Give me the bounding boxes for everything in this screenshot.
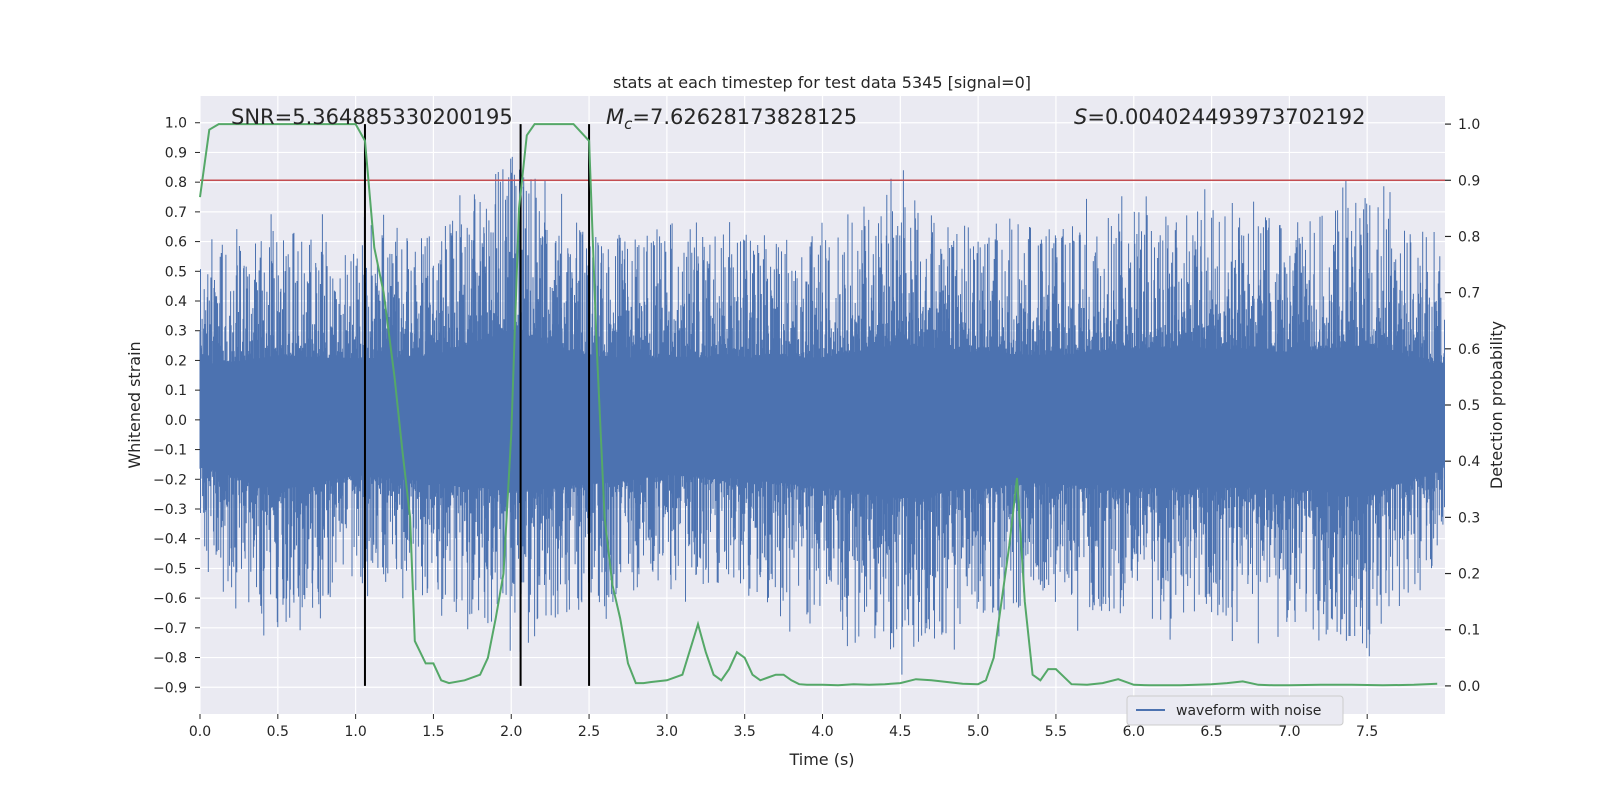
- y-left-tick-label: −0.1: [153, 443, 187, 459]
- s-value: =0.004024493973702192: [1087, 105, 1365, 129]
- mc-subscript: c: [624, 115, 633, 133]
- y-left-tick-label: 0.1: [165, 383, 187, 399]
- x-tick-label: 0.0: [189, 724, 211, 740]
- axes: 0.0 0.5 1.0 1.5 2.0 2.5 3.0 3.5 4.0 4.5 5.0 5.5 6.0 6…: [153, 116, 1480, 740]
- y-left-tick-label: −0.4: [153, 532, 187, 548]
- strain-series: [199, 156, 1445, 675]
- legend-label-waveform: waveform with noise: [1176, 703, 1321, 719]
- y-left-tick-label: −0.7: [153, 621, 187, 637]
- y-left-tick-label: −0.2: [153, 472, 187, 488]
- x-tick-label: 6.0: [1123, 724, 1145, 740]
- s-annotation: S=0.004024493973702192: [1074, 105, 1365, 129]
- chart-title: stats at each timestep for test data 534…: [613, 73, 1031, 92]
- y-left-tick-label: 0.0: [165, 413, 187, 429]
- x-tick-label: 6.5: [1200, 724, 1222, 740]
- x-tick-label: 5.0: [967, 724, 989, 740]
- x-tick-label: 1.5: [422, 724, 444, 740]
- y-left-tick-label: −0.8: [153, 651, 187, 667]
- y-left-tick-label: −0.3: [153, 502, 187, 518]
- x-tick-label: 1.0: [344, 724, 366, 740]
- y-axis-label-right: Detection probability: [1487, 321, 1506, 489]
- strain-trace: [199, 156, 1445, 675]
- detection-probability-line: [199, 123, 1438, 687]
- x-tick-label: 7.0: [1278, 724, 1300, 740]
- s-symbol: S: [1074, 105, 1087, 129]
- y-right-tick-label: 0.2: [1458, 567, 1480, 583]
- x-tick-label: 2.5: [578, 724, 600, 740]
- y-right-tick-label: 0.8: [1458, 229, 1480, 245]
- x-tick-label: 5.5: [1045, 724, 1067, 740]
- y-left-tick-label: 0.2: [165, 353, 187, 369]
- y-right-tick-label: 0.1: [1458, 623, 1480, 639]
- y-right-tick-label: 1.0: [1458, 117, 1480, 133]
- y-left-tick-label: 0.7: [165, 205, 187, 221]
- mc-value: =7.62628173828125: [632, 105, 857, 129]
- overlay: [199, 123, 1445, 687]
- y-left-tick-label: 1.0: [165, 116, 187, 132]
- legend: waveform with noise: [1126, 695, 1344, 726]
- y-right-tick-label: 0.7: [1458, 286, 1480, 302]
- y-left-tick-label: 0.8: [165, 175, 187, 191]
- y-left-tick-label: −0.6: [153, 591, 187, 607]
- x-tick-label: 3.5: [734, 724, 756, 740]
- x-tick-label: 4.0: [811, 724, 833, 740]
- x-tick-label: 7.5: [1356, 724, 1378, 740]
- x-tick-label: 4.5: [889, 724, 911, 740]
- y-right-tick-label: 0.0: [1458, 679, 1480, 695]
- y-left-tick-label: 0.5: [165, 264, 187, 280]
- mc-annotation: Mc=7.62628173828125: [606, 105, 857, 133]
- y-right-tick-label: 0.3: [1458, 510, 1480, 526]
- y-right-tick-label: 0.9: [1458, 173, 1480, 189]
- y-left-tick-label: 0.9: [165, 145, 187, 161]
- y-left-tick-label: −0.5: [153, 561, 187, 577]
- x-tick-label: 2.0: [500, 724, 522, 740]
- x-tick-label: 3.0: [656, 724, 678, 740]
- mc-symbol: M: [606, 105, 624, 129]
- snr-annotation: SNR=5.364885330200195: [231, 105, 513, 129]
- x-tick-label: 0.5: [267, 724, 289, 740]
- y-axis-label-left: Whitened strain: [125, 341, 144, 468]
- y-right-tick-label: 0.6: [1458, 342, 1480, 358]
- x-axis-label: Time (s): [788, 750, 854, 769]
- y-right-tick-label: 0.4: [1458, 454, 1480, 470]
- y-left-tick-label: 0.3: [165, 324, 187, 340]
- y-left-tick-label: −0.9: [153, 680, 187, 696]
- y-left-tick-label: 0.6: [165, 235, 187, 251]
- legend-box: [1126, 695, 1344, 726]
- y-right-tick-label: 0.5: [1458, 398, 1480, 414]
- y-left-tick-label: 0.4: [165, 294, 187, 310]
